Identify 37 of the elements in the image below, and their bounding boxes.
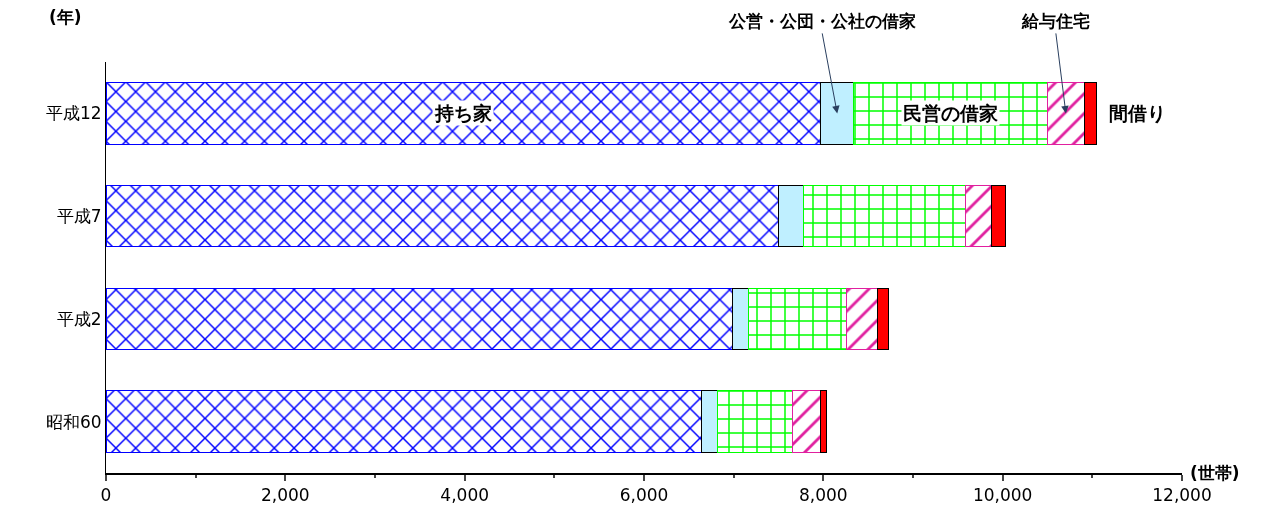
y-tick-label: 昭和60 bbox=[45, 411, 102, 432]
bar bbox=[1047, 82, 1085, 145]
y-tick-label: 平成12 bbox=[45, 103, 102, 124]
bar bbox=[732, 287, 750, 351]
series-label: 持ち家 bbox=[434, 102, 492, 124]
bar bbox=[748, 287, 848, 351]
text: 公営・公団・公社の借家 bbox=[728, 11, 916, 31]
series-label: 民営の借家 bbox=[903, 102, 998, 124]
text: 給与住宅 bbox=[1021, 11, 1090, 31]
x-tick-label: 12,000 bbox=[1152, 485, 1212, 506]
y-tick-label: 平成7 bbox=[56, 206, 102, 227]
bar bbox=[700, 390, 719, 453]
bar bbox=[106, 82, 822, 145]
bar bbox=[846, 287, 878, 351]
bar bbox=[876, 287, 890, 351]
bar bbox=[106, 184, 779, 248]
y-tick-label: 平成2 bbox=[56, 308, 102, 329]
x-axis-title: (世帯) bbox=[1190, 463, 1240, 483]
x-tick-label: 0 bbox=[100, 485, 112, 506]
x-tick-label: 8,000 bbox=[798, 485, 848, 506]
bar bbox=[106, 390, 702, 453]
bar bbox=[803, 184, 966, 248]
bar bbox=[717, 390, 794, 453]
bar bbox=[792, 390, 822, 453]
bar bbox=[820, 82, 855, 145]
x-tick-label: 6,000 bbox=[619, 485, 669, 506]
series-label: 間借り bbox=[1109, 102, 1166, 124]
bar bbox=[778, 184, 805, 248]
bar bbox=[964, 184, 993, 248]
x-tick-label: 10,000 bbox=[972, 485, 1033, 506]
bar bbox=[820, 390, 827, 453]
x-tick-label: 4,000 bbox=[440, 485, 490, 506]
x-tick-label: 2,000 bbox=[260, 485, 310, 506]
bar bbox=[991, 184, 1006, 248]
y-axis-title: (年) bbox=[49, 7, 82, 27]
bar bbox=[106, 287, 734, 351]
bar bbox=[1083, 82, 1098, 145]
